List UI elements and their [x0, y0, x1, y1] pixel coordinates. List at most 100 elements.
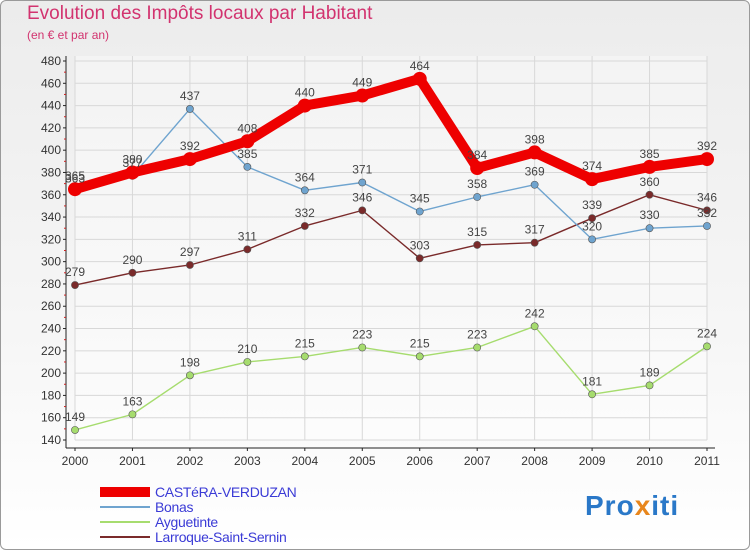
plot-area	[75, 56, 707, 440]
data-label: 437	[180, 89, 200, 103]
data-label: 345	[410, 191, 430, 205]
data-point	[473, 343, 482, 352]
x-tick-label: 2004	[291, 454, 318, 468]
data-point	[240, 134, 255, 149]
data-point	[128, 410, 137, 419]
data-point	[355, 88, 370, 103]
data-point	[71, 426, 79, 434]
data-point	[415, 352, 424, 361]
y-tick-label: 140	[41, 433, 61, 447]
x-tick-label: 2000	[62, 454, 89, 468]
data-label: 346	[352, 190, 372, 204]
data-point	[243, 245, 252, 254]
data-point	[585, 172, 600, 187]
data-label: 332	[697, 206, 717, 220]
y-tick-label: 280	[41, 277, 61, 291]
data-label: 223	[352, 327, 372, 341]
y-tick-label: 380	[41, 165, 61, 179]
logo-x: x	[634, 490, 652, 521]
y-tick-label: 360	[41, 188, 61, 202]
data-label: 398	[525, 132, 545, 146]
data-label: 392	[697, 139, 717, 153]
data-label: 320	[582, 219, 602, 233]
x-tick-label: 2008	[521, 454, 548, 468]
data-label: 360	[640, 175, 660, 189]
proxiti-logo: Proxiti	[585, 490, 679, 522]
legend-swatch	[100, 536, 150, 538]
data-label: 464	[410, 59, 430, 73]
x-tick-label: 2001	[119, 454, 146, 468]
data-label: 332	[295, 206, 315, 220]
data-label: 198	[180, 355, 200, 369]
y-tick-label: 400	[41, 143, 61, 157]
data-point	[645, 224, 654, 233]
data-point	[530, 180, 539, 189]
data-point	[182, 152, 197, 167]
x-tick-label: 2007	[464, 454, 491, 468]
data-point	[700, 152, 714, 167]
data-point	[125, 165, 140, 180]
data-point	[358, 343, 367, 352]
x-tick-label: 2006	[406, 454, 433, 468]
data-point	[530, 322, 539, 331]
data-point	[186, 371, 194, 380]
data-point	[128, 268, 137, 277]
legend-label: Larroque-Saint-Sernin	[155, 529, 287, 545]
data-point	[588, 214, 596, 223]
x-tick-label: 2010	[636, 454, 663, 468]
data-label: 163	[122, 394, 142, 408]
data-label: 317	[525, 223, 545, 237]
data-point	[530, 238, 539, 247]
y-tick-label: 420	[41, 121, 61, 135]
logo-suffix: iti	[651, 490, 680, 521]
data-point	[415, 254, 424, 263]
data-label: 315	[467, 225, 487, 239]
data-label: 385	[237, 147, 257, 161]
data-label: 384	[467, 148, 487, 162]
data-label: 290	[122, 253, 142, 267]
data-label: 449	[352, 76, 372, 90]
data-point	[243, 162, 252, 171]
series-line	[74, 194, 708, 286]
data-label: 371	[352, 163, 372, 177]
y-tick-label: 220	[41, 344, 61, 358]
data-label: 392	[180, 139, 200, 153]
data-label: 408	[237, 121, 257, 135]
x-tick-label: 2002	[177, 454, 204, 468]
series-line	[74, 108, 708, 241]
data-label: 189	[640, 365, 660, 379]
data-point	[473, 241, 482, 249]
data-label: 364	[295, 170, 315, 184]
x-tick-label: 2005	[349, 454, 376, 468]
data-point	[642, 159, 657, 174]
data-label: 215	[410, 336, 430, 350]
data-label: 358	[467, 177, 487, 191]
data-point	[588, 235, 596, 244]
data-label: 377	[122, 156, 142, 170]
y-tick-label: 340	[41, 210, 61, 224]
data-point	[703, 206, 711, 215]
data-point	[645, 190, 654, 199]
data-label: 215	[295, 336, 315, 350]
data-label: 242	[525, 306, 545, 320]
data-point	[71, 281, 79, 289]
chart-subtitle: (en € et par an)	[27, 28, 110, 42]
data-point	[645, 381, 654, 390]
data-point	[68, 182, 82, 197]
data-point	[470, 161, 485, 176]
data-label: 311	[238, 229, 257, 243]
legend-label: CASTéRA-VERDUZAN	[155, 484, 297, 500]
data-label: 303	[410, 238, 430, 252]
data-point	[186, 261, 194, 269]
data-label: 181	[582, 374, 602, 388]
data-point	[703, 222, 711, 230]
x-tick-label: 2009	[579, 454, 606, 468]
data-point	[300, 186, 309, 195]
data-point	[415, 207, 424, 216]
data-point	[703, 342, 711, 351]
data-label: 380	[122, 152, 142, 166]
x-tick-label: 2003	[234, 454, 261, 468]
legend-label: Ayguetinte	[155, 514, 218, 530]
chart-title: Evolution des Impôts locaux par Habitant	[27, 3, 373, 24]
